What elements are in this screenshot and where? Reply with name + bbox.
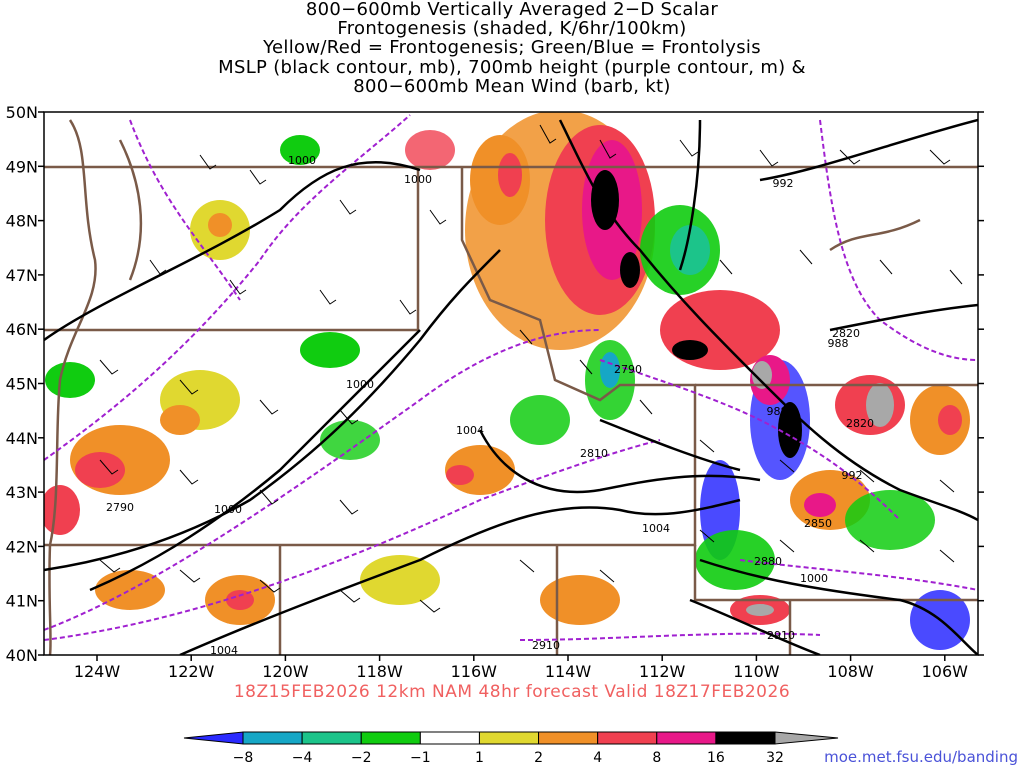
colorbar-tick-label: −4 (292, 750, 313, 766)
colorbar-tick-label: 2 (534, 750, 543, 766)
lat-tick-label: 40N (6, 646, 38, 665)
colorbar-tick-label: 16 (707, 750, 725, 766)
forecast-label: 18Z15FEB2026 12km NAM 48hr forecast Vali… (233, 682, 791, 702)
mslp-label: 992 (842, 469, 863, 482)
height-label: 2850 (804, 517, 832, 530)
mslp-label: 1000 (346, 378, 374, 391)
height-label: 2820 (832, 327, 860, 340)
mslp-label: 1000 (288, 154, 316, 167)
title-line-2: Frontogenesis (shaded, K/6hr/100km) (337, 18, 687, 40)
mslp-label: 1004 (642, 522, 670, 535)
mslp-label: 1000 (800, 572, 828, 585)
mslp-label: 988 (767, 405, 788, 418)
colorbar-tick-label: 32 (766, 750, 784, 766)
mslp-contours (44, 118, 978, 655)
mslp-label: 988 (828, 337, 849, 350)
height-label: 2820 (846, 417, 874, 430)
lat-tick-label: 50N (6, 103, 38, 122)
colorbar-arrow-right (774, 731, 839, 745)
latitude-axis: 50N 49N 48N 47N 46N 45N 44N 43N 42N 41N 40N (6, 103, 984, 665)
lat-tick-label: 45N (6, 375, 38, 394)
lon-tick-label: 106W (922, 662, 969, 681)
colorbar-tick-label: 4 (593, 750, 602, 766)
mslp-label: 1004 (210, 644, 238, 657)
lat-tick-label: 43N (6, 483, 38, 502)
height-label: 2880 (754, 555, 782, 568)
colorbar-segment (360, 731, 421, 745)
colorbar-segment (301, 731, 362, 745)
wind-barbs (99, 124, 963, 613)
lat-tick-label: 46N (6, 320, 38, 339)
colorbar-segment (656, 731, 717, 745)
colorbar-tick-label: 1 (475, 750, 484, 766)
mslp-label: 1000 (214, 503, 242, 516)
lon-tick-label: 116W (451, 662, 498, 681)
lat-tick-label: 44N (6, 429, 38, 448)
lon-tick-label: 124W (74, 662, 121, 681)
lon-tick-label: 118W (356, 662, 403, 681)
height-label: 2790 (614, 363, 642, 376)
title-line-5: 800−600mb Mean Wind (barb, kt) (353, 75, 671, 97)
mslp-contour-labels: 1000 1000 992 1000 988 988 992 1004 1000… (210, 154, 863, 657)
lon-tick-label: 120W (262, 662, 309, 681)
height-label: 2790 (106, 501, 134, 514)
colorbar-tick-label: −8 (233, 750, 254, 766)
lat-tick-label: 47N (6, 266, 38, 285)
longitude-axis: 124W 122W 120W 118W 116W 114W 112W 110W 108W 106W (74, 655, 968, 681)
mslp-label: 1004 (456, 424, 484, 437)
colorbar-segment (597, 731, 658, 745)
height-label: 2810 (580, 447, 608, 460)
credit-link[interactable]: moe.met.fsu.edu/banding (824, 748, 1018, 766)
colorbar-segment (419, 731, 480, 745)
state-borders (44, 119, 978, 655)
lat-tick-label: 42N (6, 537, 38, 556)
height-label: 2910 (767, 629, 795, 642)
height-contours (44, 114, 978, 641)
title-line-1: 800−600mb Vertically Averaged 2−D Scalar (305, 0, 719, 20)
lon-tick-label: 112W (639, 662, 686, 681)
height-contour-labels: 2790 2820 2820 2850 2880 2790 2810 2910 … (106, 327, 874, 652)
colorbar-arrow-left (183, 731, 244, 745)
colorbar-segment (538, 731, 599, 745)
shading-layer (44, 112, 970, 650)
lon-tick-label: 110W (733, 662, 780, 681)
title-line-3: Yellow/Red = Frontogenesis; Green/Blue =… (263, 37, 761, 59)
colorbar-segment (242, 731, 303, 745)
colorbar-segment (715, 731, 776, 745)
map-title: 800−600mb Vertically Averaged 2−D Scalar… (0, 0, 1024, 96)
colorbar-segment (478, 731, 540, 745)
lon-tick-label: 122W (168, 662, 215, 681)
lon-tick-label: 114W (545, 662, 592, 681)
colorbar-tick-label: −1 (410, 750, 431, 766)
lat-tick-label: 48N (6, 212, 38, 231)
colorbar: −8 −4 −2 −1 1 2 4 8 16 32 (183, 731, 839, 766)
lat-tick-label: 49N (6, 157, 38, 176)
lat-tick-label: 41N (6, 592, 38, 611)
lon-tick-label: 108W (827, 662, 874, 681)
colorbar-tick-label: 8 (652, 750, 661, 766)
mslp-label: 1000 (404, 173, 432, 186)
mslp-label: 992 (773, 177, 794, 190)
title-line-4: MSLP (black contour, mb), 700mb height (… (218, 56, 806, 78)
height-label: 2910 (532, 639, 560, 652)
colorbar-tick-label: −2 (351, 750, 372, 766)
